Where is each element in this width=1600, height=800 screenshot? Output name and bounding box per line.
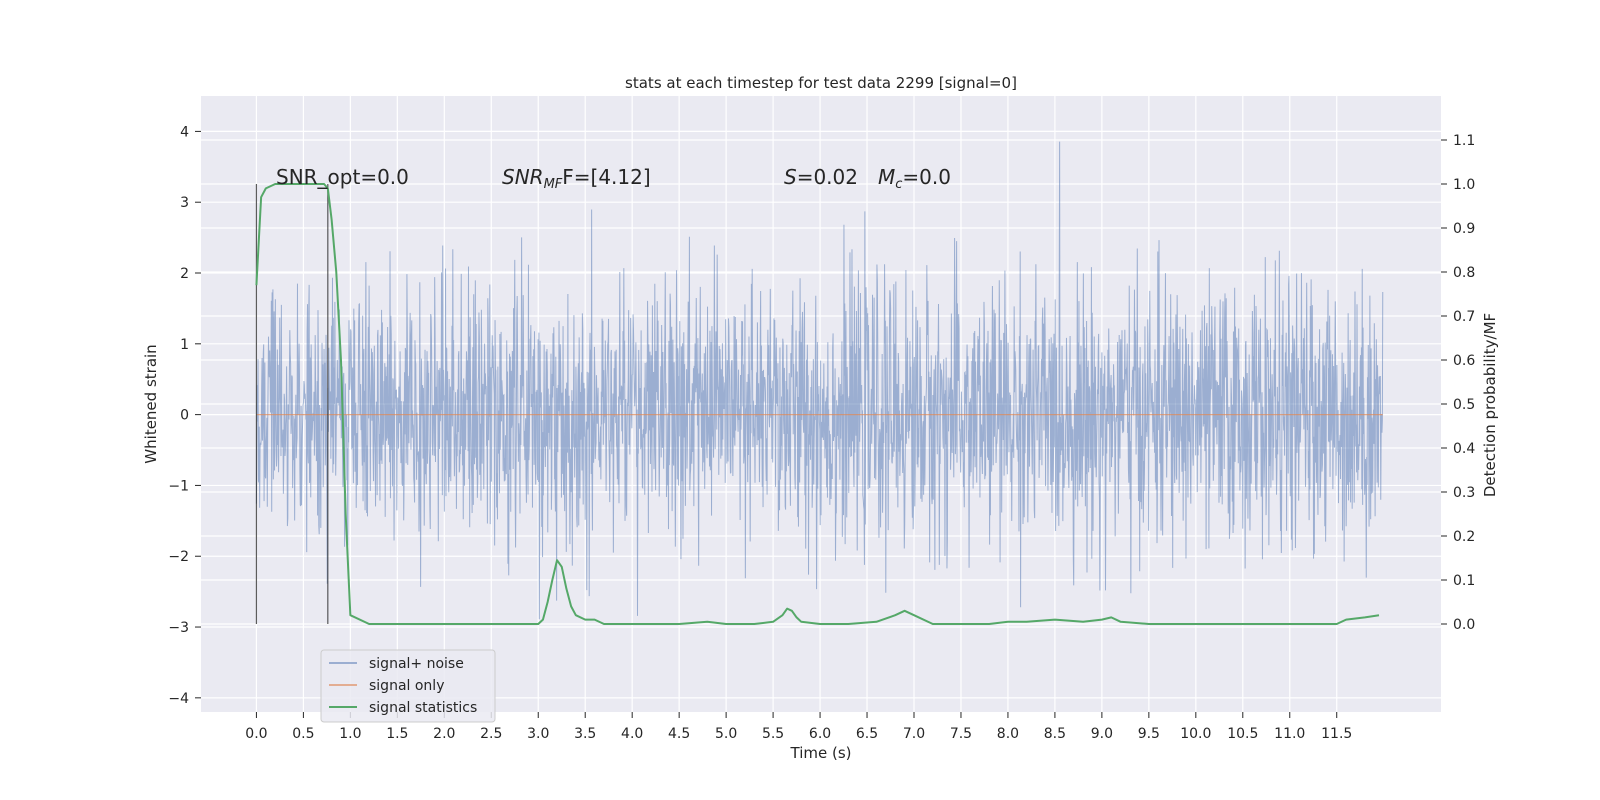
x-tick-label: 4.5 — [668, 726, 690, 742]
x-tick-label: 11.0 — [1274, 726, 1305, 742]
x-tick-label: 3.0 — [527, 726, 549, 742]
y-left-tick-label: −4 — [168, 691, 189, 707]
y-right-tick-label: 0.3 — [1453, 485, 1475, 501]
x-tick-label: 0.0 — [245, 726, 267, 742]
x-tick-label: 2.0 — [433, 726, 455, 742]
legend-label-signal-statistics: signal statistics — [369, 700, 477, 716]
x-tick-label: 5.5 — [762, 726, 784, 742]
x-tick-label: 10.0 — [1180, 726, 1211, 742]
x-tick-label: 9.0 — [1091, 726, 1113, 742]
x-tick-label: 8.0 — [997, 726, 1019, 742]
annotation-snr-mf-rest: F=[4.12] — [562, 165, 650, 189]
x-tick-label: 2.5 — [480, 726, 502, 742]
y-left-tick-label: −2 — [168, 549, 189, 565]
x-tick-label: 7.5 — [950, 726, 972, 742]
y-axis-left-ticks: 4 3 2 1 0 −1 −2 −3 −4 — [168, 124, 201, 707]
x-axis-ticks: 0.0 0.5 1.0 1.5 2.0 2.5 3.0 3.5 4.0 4.5 5.0 5.5 6.0 6… — [245, 712, 1352, 742]
y-right-tick-label: 0.7 — [1453, 309, 1475, 325]
y-right-tick-label: 1.0 — [1453, 177, 1475, 193]
y-axis-right-ticks: 1.1 1.0 0.9 0.8 0.7 0.6 0.5 0.4 0.3 0.2 0.1 0.0 — [1441, 133, 1475, 633]
y-right-tick-label: 0.0 — [1453, 617, 1475, 633]
x-tick-label: 7.0 — [903, 726, 925, 742]
y-left-tick-label: −1 — [168, 478, 189, 494]
x-tick-label: 0.5 — [292, 726, 314, 742]
annotation-s-main: S — [784, 165, 797, 189]
annotation-snr-mf-main: SNR — [502, 165, 544, 189]
y-right-tick-label: 0.6 — [1453, 353, 1475, 369]
legend-box — [320, 649, 496, 723]
y-left-tick-label: 3 — [180, 195, 189, 211]
y-left-tick-label: 1 — [180, 337, 189, 353]
y-right-tick-label: 0.4 — [1453, 441, 1475, 457]
x-tick-label: 9.5 — [1138, 726, 1160, 742]
x-tick-label: 5.0 — [715, 726, 737, 742]
x-axis-label: Time (s) — [790, 744, 852, 762]
chart-title: stats at each timestep for test data 229… — [625, 74, 1017, 92]
annotation-mc-sub: c — [895, 177, 902, 192]
y-left-tick-label: 0 — [180, 408, 189, 424]
annotation-snr-mf: SNRMFF=[4.12] — [502, 165, 651, 192]
y-axis-right-label: Detection probability/MF — [1481, 313, 1499, 497]
annotation-snr-mf-sub: MF — [544, 177, 563, 192]
y-right-tick-label: 0.5 — [1453, 397, 1475, 413]
y-right-tick-label: 0.9 — [1453, 221, 1475, 237]
y-left-tick-label: 2 — [180, 266, 189, 282]
x-tick-label: 1.5 — [386, 726, 408, 742]
annotation-snr-opt: SNR_opt=0.0 — [276, 165, 409, 189]
annotation-mc-main: M — [878, 165, 895, 189]
y-left-tick-label: −3 — [168, 620, 189, 636]
y-left-tick-label: 4 — [180, 124, 189, 140]
annotations: SNR_opt=0.0 SNRMFF=[4.12] S=0.02 Mc=0.0 — [276, 165, 951, 192]
annotation-mc-rest: =0.0 — [902, 165, 951, 189]
x-tick-label: 6.5 — [856, 726, 878, 742]
y-axis-left-label: Whitened strain — [142, 344, 160, 463]
x-tick-label: 4.0 — [621, 726, 643, 742]
series-signal-statistics — [255, 183, 1380, 625]
series-signal-noise — [255, 141, 1384, 620]
y-right-tick-label: 0.8 — [1453, 265, 1475, 281]
signal-noise-line — [255, 141, 1384, 620]
y-right-tick-label: 1.1 — [1453, 133, 1475, 149]
vertical-markers — [255, 184, 329, 624]
annotation-s-rest: =0.02 — [797, 165, 858, 189]
x-tick-label: 1.0 — [339, 726, 361, 742]
x-tick-label: 3.5 — [574, 726, 596, 742]
x-tick-label: 8.5 — [1044, 726, 1066, 742]
legend-label-signal-noise: signal+ noise — [369, 656, 464, 672]
signal-statistics-line — [255, 183, 1380, 625]
legend-label-signal-only: signal only — [369, 678, 444, 694]
legend: signal+ noise signal only signal statist… — [320, 649, 496, 723]
annotation-mc: Mc=0.0 — [878, 165, 951, 192]
x-tick-label: 6.0 — [809, 726, 831, 742]
annotation-s: S=0.02 — [784, 165, 858, 189]
x-tick-label: 11.5 — [1321, 726, 1352, 742]
y-right-tick-label: 0.2 — [1453, 529, 1475, 545]
y-right-tick-label: 0.1 — [1453, 573, 1475, 589]
x-tick-label: 10.5 — [1227, 726, 1258, 742]
